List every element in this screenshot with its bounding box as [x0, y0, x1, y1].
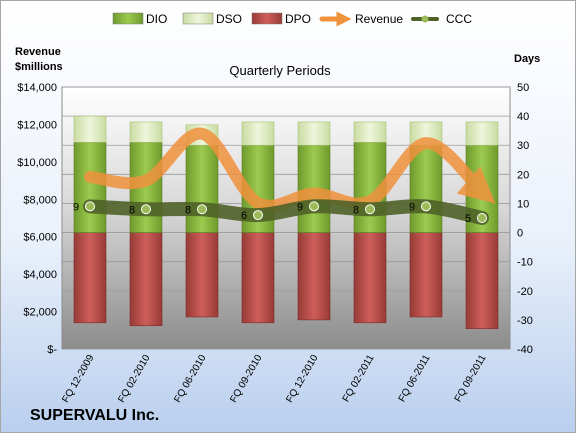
revenue-line	[84, 127, 496, 212]
ccc-point	[365, 204, 375, 215]
x-tick-label: FQ 06-2010	[172, 353, 208, 405]
legend-swatch-dio	[112, 12, 144, 25]
ccc-point	[197, 204, 207, 215]
left-tick-label: $14,000	[17, 82, 57, 94]
revenue-series	[84, 127, 496, 212]
bar-dso	[353, 121, 387, 143]
bar-dio	[73, 142, 107, 233]
ccc-data-label: 8	[185, 204, 191, 216]
right-tick-label: 30	[517, 140, 529, 152]
x-tick-label: FQ 06-2011	[397, 353, 433, 404]
bar-dpo	[185, 232, 219, 318]
left-axis-title-line2: $millions	[15, 61, 63, 73]
ccc-data-label: 5	[465, 213, 471, 225]
right-tick-label: 20	[517, 169, 529, 181]
x-tick-label: FQ 09-2011	[453, 353, 489, 404]
left-tick-label: $6,000	[23, 232, 57, 244]
right-axis: -40 -30 -20 -10 0 10 20 30 40 50	[517, 82, 533, 356]
left-tick-label: $8,000	[23, 194, 57, 206]
left-tick-label: $2,000	[23, 307, 57, 319]
right-tick-label: 50	[517, 82, 529, 94]
x-tick-label: FQ 12-2010	[284, 353, 320, 405]
left-tick-label: $4,000	[23, 269, 57, 281]
right-axis-title: Days	[514, 53, 540, 65]
bar-dpo	[241, 232, 275, 324]
ccc-data-label: 9	[297, 201, 303, 213]
bar-dso	[297, 121, 331, 146]
legend-swatch-dso	[182, 12, 214, 25]
company-name: SUPERVALU Inc.	[30, 407, 159, 424]
legend-marker-ccc	[421, 15, 429, 23]
left-tick-label: $-	[47, 344, 57, 356]
chart-title: Quarterly Periods	[229, 63, 331, 78]
ccc-data-label: 9	[409, 201, 415, 213]
ccc-data-label: 9	[73, 201, 79, 213]
ccc-point	[309, 201, 319, 212]
left-axis: $- $2,000 $4,000 $6,000 $8,000 $10,000 $12,000…	[17, 82, 57, 356]
ccc-data-label: 6	[241, 210, 247, 222]
ccc-data-label: 8	[353, 204, 359, 216]
legend-label: DPO	[285, 12, 311, 26]
bar-dso	[241, 121, 275, 146]
ccc-data-label: 8	[129, 204, 135, 216]
ccc-point	[141, 204, 151, 215]
right-tick-label: -40	[517, 344, 533, 356]
bar-dpo	[73, 232, 107, 324]
legend-label: Revenue	[355, 12, 403, 26]
bar-dpo	[409, 232, 443, 318]
bar-dio	[185, 144, 219, 233]
left-tick-label: $12,000	[17, 119, 57, 131]
legend-swatch-dpo	[251, 12, 283, 25]
bar-dpo	[353, 232, 387, 324]
bar-dpo	[297, 232, 331, 321]
right-tick-label: 40	[517, 111, 529, 123]
bar-dso	[465, 121, 499, 146]
bar-dpo	[465, 232, 499, 329]
legend: DIO DSO DPO Revenue CCC	[112, 11, 472, 27]
right-tick-label: -10	[517, 257, 533, 269]
right-tick-label: 10	[517, 198, 529, 210]
left-axis-title-line1: Revenue	[15, 46, 61, 58]
x-tick-label: FQ 02-2011	[341, 353, 377, 404]
right-tick-label: 0	[517, 228, 523, 240]
x-tick-label: FQ 09-2010	[228, 353, 264, 405]
ccc-point	[253, 210, 263, 221]
bar-dpo	[129, 232, 163, 327]
left-tick-label: $10,000	[17, 157, 57, 169]
x-tick-label: FQ 02-2010	[116, 353, 152, 405]
right-tick-label: -20	[517, 286, 533, 298]
legend-label: DIO	[146, 12, 167, 26]
bar-dso	[73, 115, 107, 143]
ccc-point	[477, 213, 487, 223]
bar-dio	[409, 144, 443, 233]
legend-label: CCC	[446, 12, 472, 26]
bar-dso	[129, 121, 163, 143]
right-tick-label: -30	[517, 315, 533, 327]
x-tick-label: FQ 12-2009	[60, 353, 96, 405]
ccc-point	[85, 201, 95, 212]
ccc-point	[421, 201, 431, 212]
legend-label: DSO	[216, 12, 242, 26]
x-axis: FQ 12-2009 FQ 02-2010 FQ 06-2010 FQ 09-2010…	[60, 353, 488, 405]
ccc-series: 9 8 8 6 9 8 9 5	[73, 199, 489, 225]
